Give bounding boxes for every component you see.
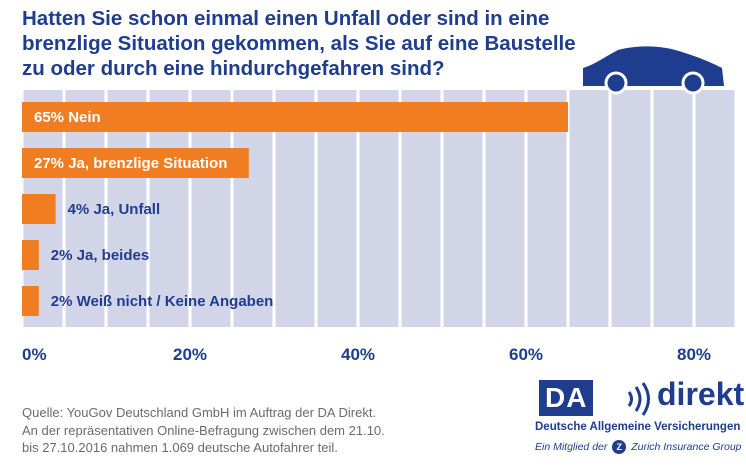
grid-column [653, 90, 693, 327]
x-tick-label: 80% [677, 345, 711, 364]
bar [22, 286, 39, 316]
source-line-1: Quelle: YouGov Deutschland GmbH im Auftr… [22, 405, 377, 420]
bar-chart: 65% Nein 27% Ja, brenzlige Situation 4% Ja… [22, 46, 735, 364]
car-icon [583, 46, 724, 95]
bar-label: 2% Weiß nicht / Keine Angaben [51, 293, 274, 310]
signal-waves-icon [627, 382, 650, 416]
grid-column [611, 90, 651, 327]
source-note: Quelle: YouGov Deutschland GmbH im Auftr… [22, 404, 492, 457]
bar-label: 27% Ja, brenzlige Situation [34, 155, 227, 172]
source-line-3: bis 27.10.2016 nahmen 1.069 deutsche Aut… [22, 440, 338, 455]
chart-title: Hatten Sie schon einmal einen Unfall ode… [22, 6, 582, 81]
logo-member-suffix: Zurich Insurance Group [631, 440, 742, 453]
logo-member-prefix: Ein Mitglied der [535, 440, 608, 453]
zurich-z-icon: Z [612, 440, 627, 454]
x-axis-ticks: 0% 20% 40% 60% 80% [22, 345, 711, 364]
bar [22, 148, 249, 178]
chart-title-line-1: Hatten Sie schon einmal einen Unfall ode… [22, 7, 550, 30]
logo-subtitle: Deutsche Allgemeine Versicherungen [535, 421, 741, 433]
bar [22, 240, 39, 270]
source-line-2: An der repräsentativen Online-Befragung … [22, 422, 385, 438]
chart-title-line-3: zu oder durch eine hindurchgefahren sind… [22, 57, 445, 80]
grid-column [569, 90, 609, 327]
bar-label: 65% Nein [34, 109, 101, 126]
x-tick-label: 20% [173, 345, 207, 364]
grid-column [695, 90, 735, 327]
bar-label: 2% Ja, beides [51, 247, 149, 264]
bars: 65% Nein 27% Ja, brenzlige Situation 4% Ja… [22, 102, 568, 316]
logo-member-line: Ein Mitglied der Z Zurich Insurance Grou… [535, 440, 742, 454]
logo-direkt: direkt [657, 376, 745, 412]
da-direkt-logo: DA direkt Deutsche Allgemeine Versicheru… [535, 376, 744, 466]
x-tick-label: 0% [22, 345, 47, 364]
x-tick-label: 60% [509, 345, 543, 364]
x-tick-label: 40% [341, 345, 375, 364]
bar-label: 4% Ja, Unfall [68, 201, 161, 218]
bar [22, 102, 568, 132]
bar [22, 194, 56, 224]
chart-title-line-2: brenzlige Situation gekommen, als Sie au… [22, 32, 576, 55]
logo-da: DA [539, 380, 594, 416]
